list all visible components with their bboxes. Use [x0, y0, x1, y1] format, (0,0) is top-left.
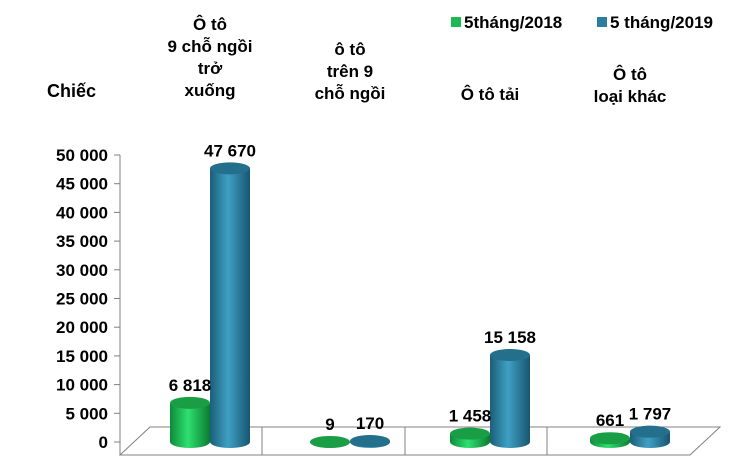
category-label: Ô tô — [613, 65, 647, 84]
chart-floor — [118, 426, 722, 456]
legend: 5tháng/2018 5 tháng/2019 — [451, 13, 713, 32]
y-tick-label: 5 000 — [65, 404, 108, 423]
data-label: 661 — [596, 411, 624, 430]
bar-2019-2 — [490, 348, 530, 448]
y-tick-label: 35 000 — [56, 232, 108, 251]
bar-2018-2 — [450, 427, 490, 448]
bar-2019-1 — [350, 435, 390, 448]
data-label: 1 458 — [449, 407, 492, 426]
y-tick-label: 20 000 — [56, 318, 108, 337]
category-label: chỗ ngồi — [315, 84, 386, 103]
y-tick-label: 25 000 — [56, 290, 108, 309]
bar-2018-0 — [170, 396, 210, 448]
bar-2019-0 — [210, 162, 250, 448]
y-tick-label: 15 000 — [56, 347, 108, 366]
category-label: trên 9 — [327, 62, 373, 81]
data-label: 1 797 — [629, 405, 672, 424]
y-tick-label: 30 000 — [56, 261, 108, 280]
legend-label-2018: 5tháng/2018 — [464, 13, 562, 32]
data-label: 9 — [325, 415, 334, 434]
y-tick-label: 40 000 — [56, 203, 108, 222]
category-label: ô tô — [334, 40, 365, 59]
bars — [170, 162, 670, 448]
category-label: trở — [198, 59, 223, 78]
y-ticks: 0 5 000 10 000 15 000 20 000 25 000 30 000 35 0… — [56, 146, 120, 452]
y-tick-label: 50 000 — [56, 146, 108, 165]
bar-2018-1 — [310, 435, 350, 448]
y-tick-label: 0 — [99, 433, 108, 452]
category-label: 9 chỗ ngồi — [168, 37, 253, 56]
category-label: loại khác — [594, 87, 667, 106]
category-labels: Ô tô 9 chỗ ngồi trở xuống ô tô trên 9 chỗ ngồi… — [168, 15, 667, 106]
category-label: Ô tô — [193, 15, 227, 34]
legend-swatch-2019 — [597, 17, 607, 27]
data-label: 47 670 — [204, 141, 256, 160]
legend-label-2019: 5 tháng/2019 — [610, 13, 713, 32]
y-tick-label: 45 000 — [56, 175, 108, 194]
category-label: Ô tô tải — [461, 85, 520, 104]
category-label: xuống — [185, 81, 236, 100]
bar-2018-3 — [590, 432, 630, 448]
data-label: 15 158 — [484, 328, 536, 347]
data-labels: 6 818 9 1 458 661 47 670 170 15 158 1 797 — [169, 141, 672, 434]
data-label: 170 — [356, 414, 384, 433]
y-axis-label: Chiếc — [47, 81, 96, 101]
legend-swatch-2018 — [451, 17, 461, 27]
y-tick-label: 10 000 — [56, 376, 108, 395]
data-label: 6 818 — [169, 376, 212, 395]
bar-2019-3 — [630, 425, 670, 448]
